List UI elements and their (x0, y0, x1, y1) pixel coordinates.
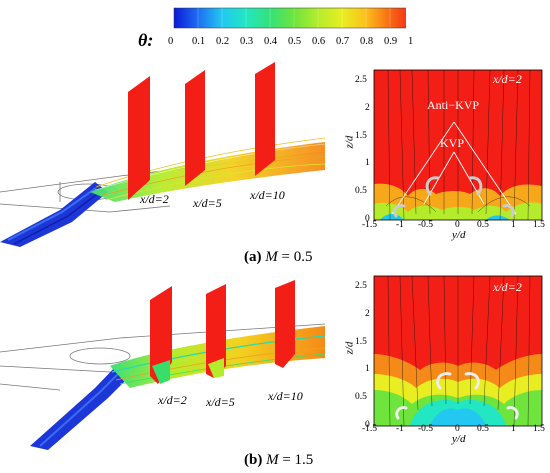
y-tick-label: 2.5 (355, 75, 367, 86)
y-tick-label: 0 (365, 214, 370, 224)
caption-b-var: M (266, 452, 279, 468)
panel-a-contour-plot (373, 69, 543, 221)
x-tick-label: 0 (455, 424, 460, 434)
colorbar-tick-label: 0.5 (288, 36, 302, 47)
panel-b-xticks: -1.5 -1 -0.5 0 0.5 1 1.5 (0, 424, 550, 436)
x-tick-label: 1.5 (533, 424, 545, 434)
colorbar-tick-label: 0.6 (312, 36, 326, 47)
panel-a-pos-1: x/d=2 (140, 192, 169, 206)
colorbar-tick-label: 0.1 (192, 36, 206, 47)
y-tick-label: 1.5 (355, 130, 367, 141)
colorbar-tick-label: 0.3 (240, 36, 254, 47)
caption-b-label: (b) (244, 452, 263, 468)
caption-a-value: = 0.5 (281, 249, 313, 265)
panel-a-kvp: KVP (440, 136, 465, 150)
x-tick-label: 1.5 (533, 220, 545, 230)
panel-a-pos-3: x/d=10 (250, 188, 285, 202)
x-tick-label: 0 (455, 220, 460, 230)
caption-a-var: M (265, 249, 278, 265)
panel-a-yticks: 0 0.5 1 1.5 2 2.5 (355, 75, 370, 224)
coolant-jet (0, 182, 108, 247)
caption-b-value: = 1.5 (282, 452, 314, 468)
colorbar-tick-label: 0 (168, 36, 174, 47)
colorbar-tick-label: 0.8 (360, 36, 374, 47)
x-tick-label: -0.5 (418, 220, 434, 230)
panel-b-contour-plot (373, 275, 543, 427)
panel-a-plot-title: x/d=2 (493, 72, 522, 86)
panel-b-plot-title: x/d=2 (493, 280, 522, 294)
slice-x10 (255, 62, 275, 176)
caption-a: (a) M = 0.5 (244, 249, 312, 266)
temperature-slices (128, 62, 275, 200)
x-tick-label: -1 (396, 424, 404, 434)
x-tick-label: 0.5 (477, 424, 489, 434)
panel-a-xlabel: y/d (452, 229, 466, 241)
colorbar-tick-label: 0.9 (384, 36, 398, 47)
x-tick-label: 1 (511, 424, 516, 434)
x-tick-label: -1.5 (362, 424, 378, 434)
temperature-slices (150, 280, 295, 384)
y-tick-label: 0 (365, 420, 370, 430)
x-tick-label: -1.5 (362, 220, 378, 230)
y-tick-label: 1 (365, 158, 370, 169)
colorbar-tick-label: 1 (408, 36, 414, 47)
colorbar-tick-label: 0.4 (264, 36, 278, 47)
colorbar-tick-label: 0.7 (336, 36, 350, 47)
panel-b-pos-1: x/d=2 (158, 393, 187, 407)
colorbar-dividers (197, 8, 391, 28)
x-tick-label: -0.5 (418, 424, 434, 434)
x-tick-label: 0.5 (477, 220, 489, 230)
colorbar-tick-label: 0.2 (216, 36, 230, 47)
panel-b-pos-3: x/d=10 (268, 389, 303, 403)
x-tick-label: -1 (396, 220, 404, 230)
y-tick-label: 1 (365, 364, 370, 375)
panel-a-pos-2: x/d=5 (193, 196, 222, 210)
panel-b-3d-view (0, 280, 326, 450)
y-tick-label: 2.5 (355, 281, 367, 292)
coolant-jet (30, 364, 130, 450)
y-tick-label: 2 (365, 102, 370, 113)
y-tick-label: 1.5 (355, 336, 367, 347)
caption-a-label: (a) (244, 249, 262, 265)
slice-x2 (128, 76, 150, 200)
panel-b-xlabel: y/d (452, 433, 466, 445)
panel-a-anti-kvp: Anti−KVP (427, 98, 480, 112)
y-tick-label: 0.5 (355, 392, 367, 403)
caption-b: (b) M = 1.5 (244, 452, 313, 469)
panel-b-pos-2: x/d=5 (206, 395, 235, 409)
y-tick-label: 2 (365, 308, 370, 319)
colorbar (173, 7, 406, 29)
colorbar-symbol: θ: (138, 30, 154, 50)
panel-a-xticks: -1.5 -1 -0.5 0 0.5 1 1.5 (0, 220, 550, 232)
x-tick-label: 1 (511, 220, 516, 230)
panel-a-3d-view (0, 62, 326, 247)
colorbar-ticks: 0 0.1 0.2 0.3 0.4 0.5 0.6 0.7 0.8 0.9 1 (0, 36, 550, 52)
y-tick-label: 0.5 (355, 186, 367, 197)
slice-x5 (185, 70, 205, 186)
